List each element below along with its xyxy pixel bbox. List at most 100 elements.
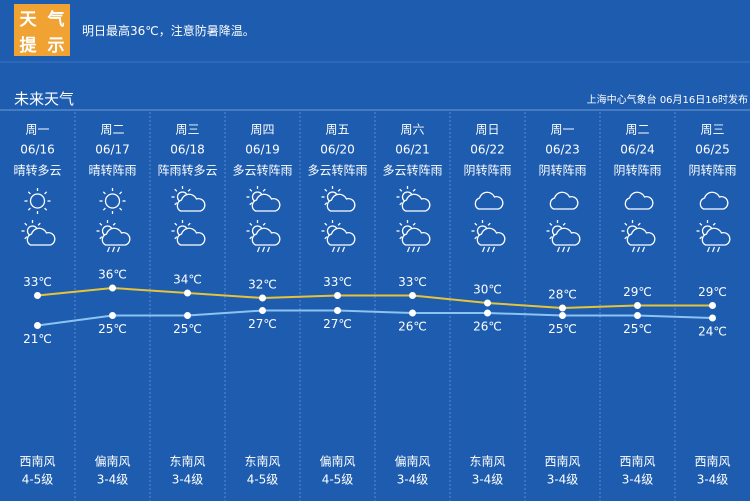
rain xyxy=(711,246,716,253)
high-label: 33℃ xyxy=(23,275,52,289)
cloud xyxy=(176,193,206,212)
sun-ray xyxy=(699,236,703,240)
notice: 明日最高36℃，注意防暑降温。 xyxy=(82,24,255,38)
cloud xyxy=(326,193,356,212)
weather: 阴转阵雨 xyxy=(538,163,586,178)
weather-icon xyxy=(96,220,131,253)
low-dot xyxy=(259,307,266,314)
high-label: 29℃ xyxy=(698,285,727,299)
wind-level: 4-5级 xyxy=(22,473,54,487)
high-dot xyxy=(334,292,341,299)
wind: 西南风 xyxy=(19,454,55,469)
cloud xyxy=(251,193,281,212)
sun-ray xyxy=(174,222,178,226)
high-dot xyxy=(634,302,641,309)
rain xyxy=(641,246,646,253)
rain xyxy=(266,246,271,253)
weekday: 周二 xyxy=(625,123,649,137)
weather: 多云转阵雨 xyxy=(232,163,292,178)
badge-char: 示 xyxy=(47,35,65,56)
rain xyxy=(406,246,411,253)
sun-ray xyxy=(474,222,478,226)
low-label: 25℃ xyxy=(173,322,202,336)
weather-icon xyxy=(321,186,356,212)
high-dot xyxy=(409,292,416,299)
sun xyxy=(29,193,46,209)
rain xyxy=(111,246,116,253)
sun-ray xyxy=(37,222,41,226)
weekday: 周六 xyxy=(400,123,424,137)
weekday: 周一 xyxy=(25,123,49,137)
rain xyxy=(481,246,486,253)
cloud xyxy=(251,227,281,246)
high-dot xyxy=(34,292,41,299)
high-line xyxy=(37,286,713,310)
sun-ray xyxy=(27,191,31,195)
weather-icon xyxy=(471,220,506,253)
sun-ray xyxy=(119,207,123,211)
low-label: 27℃ xyxy=(248,317,277,331)
sun-ray xyxy=(174,188,178,192)
section-title: 未来天气 xyxy=(14,90,75,108)
date: 06/20 xyxy=(320,143,355,157)
cloud xyxy=(176,227,206,246)
rain xyxy=(261,246,266,253)
rain xyxy=(336,246,341,253)
wind-level: 3-4级 xyxy=(97,473,129,487)
sun-ray xyxy=(399,222,403,226)
sun-ray xyxy=(399,188,403,192)
sun-ray xyxy=(102,191,106,195)
weather-icon xyxy=(396,186,431,212)
rain xyxy=(256,246,261,253)
weather-icon xyxy=(171,186,206,212)
weekday: 周三 xyxy=(700,123,724,137)
rain xyxy=(631,246,636,253)
sun-ray xyxy=(399,236,403,240)
sun-ray xyxy=(174,202,178,206)
rain xyxy=(491,246,496,253)
date: 06/25 xyxy=(695,143,730,157)
weekday: 周日 xyxy=(475,123,499,137)
sun-ray xyxy=(99,236,103,240)
low-dot xyxy=(184,312,191,319)
sun-ray xyxy=(262,222,266,226)
badge: 天 气 提 示 xyxy=(14,4,70,56)
sun-ray xyxy=(474,236,478,240)
cloud xyxy=(326,227,356,246)
sun-ray xyxy=(324,188,328,192)
sun-ray xyxy=(249,188,253,192)
wind: 偏南风 xyxy=(94,454,130,469)
sun-ray xyxy=(549,236,553,240)
wind: 东南风 xyxy=(469,454,505,469)
wind-level: 3-4级 xyxy=(472,473,504,487)
rain xyxy=(706,246,711,253)
weather: 晴转多云 xyxy=(13,163,61,178)
sun-ray xyxy=(112,222,116,226)
high-label: 36℃ xyxy=(98,268,127,282)
cloud xyxy=(701,227,731,246)
weather-icon xyxy=(171,220,206,246)
high-label: 33℃ xyxy=(398,275,427,289)
sun-ray xyxy=(699,222,703,226)
date: 06/17 xyxy=(95,143,130,157)
low-label: 27℃ xyxy=(323,317,352,331)
sun-ray xyxy=(624,222,628,226)
low-dot xyxy=(334,307,341,314)
high-dot xyxy=(109,284,116,292)
low-label: 25℃ xyxy=(623,322,652,336)
sun-ray xyxy=(549,222,553,226)
cloud xyxy=(551,227,581,246)
high-dot xyxy=(709,302,716,309)
rain xyxy=(561,246,566,253)
date: 06/19 xyxy=(245,143,280,157)
weekday: 周三 xyxy=(175,123,199,137)
high-dot xyxy=(259,294,266,302)
weather-icon xyxy=(24,188,51,214)
low-dot xyxy=(34,322,41,329)
weather-icon xyxy=(21,220,56,246)
high-label: 32℃ xyxy=(248,278,277,292)
badge-char: 提 xyxy=(19,35,37,56)
weekday: 周二 xyxy=(100,123,124,137)
low-label: 25℃ xyxy=(98,322,127,336)
weather: 阴转阵雨 xyxy=(613,163,661,178)
